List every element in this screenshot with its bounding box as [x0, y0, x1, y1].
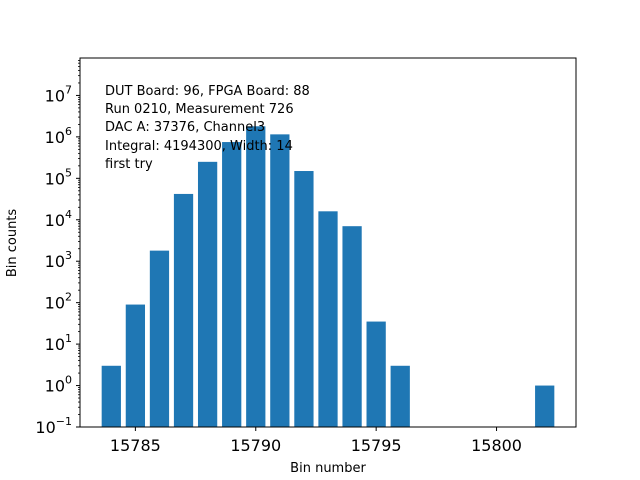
x-axis-label: Bin number — [290, 461, 366, 476]
bar-15784 — [101, 365, 121, 427]
bar-15787 — [173, 193, 194, 427]
y-tick-label: 101 — [45, 332, 72, 354]
y-tick-label: 106 — [45, 125, 72, 147]
y-tick-label: 103 — [45, 249, 72, 271]
bar-15788 — [197, 161, 218, 427]
y-tick-label: 104 — [45, 208, 72, 230]
bar-15795 — [366, 321, 386, 427]
plot-frame — [79, 57, 577, 428]
y-axis-ticks: 10−1 100 101 102 103 104 105 106 107 — [35, 60, 80, 437]
y-tick-label: 10−1 — [35, 415, 72, 437]
x-tick-label: 15785 — [110, 436, 161, 455]
y-axis-label: Bin counts — [5, 209, 20, 278]
bar-15785 — [125, 304, 146, 427]
bar-15802 — [535, 385, 555, 427]
y-tick-label: 100 — [45, 374, 72, 396]
bar-15794 — [342, 226, 362, 427]
bars-group — [101, 126, 555, 428]
bar-15789 — [222, 142, 242, 428]
x-tick-label: 15795 — [351, 436, 402, 455]
annotation-line-3: DAC A: 37376, Channel3 — [105, 120, 265, 135]
x-axis-ticks: 15785 15790 15795 15800 — [110, 427, 522, 455]
y-tick-label: 107 — [45, 83, 72, 105]
bar-15791 — [270, 134, 290, 428]
annotation-line-2: Run 0210, Measurement 726 — [105, 102, 294, 117]
bar-15786 — [149, 250, 170, 427]
bar-15796 — [390, 365, 410, 427]
bar-15792 — [294, 171, 314, 427]
x-tick-label: 15790 — [230, 436, 281, 455]
y-tick-label: 105 — [45, 166, 72, 188]
annotation-line-5: first try — [105, 157, 153, 172]
bar-15790 — [246, 126, 266, 428]
bar-15793 — [318, 211, 338, 427]
annotation-line-4: Integral: 4194300, Width: 14 — [105, 139, 293, 154]
annotation-line-1: DUT Board: 96, FPGA Board: 88 — [105, 84, 310, 99]
y-tick-label: 102 — [45, 291, 72, 313]
x-tick-label: 15800 — [471, 436, 522, 455]
